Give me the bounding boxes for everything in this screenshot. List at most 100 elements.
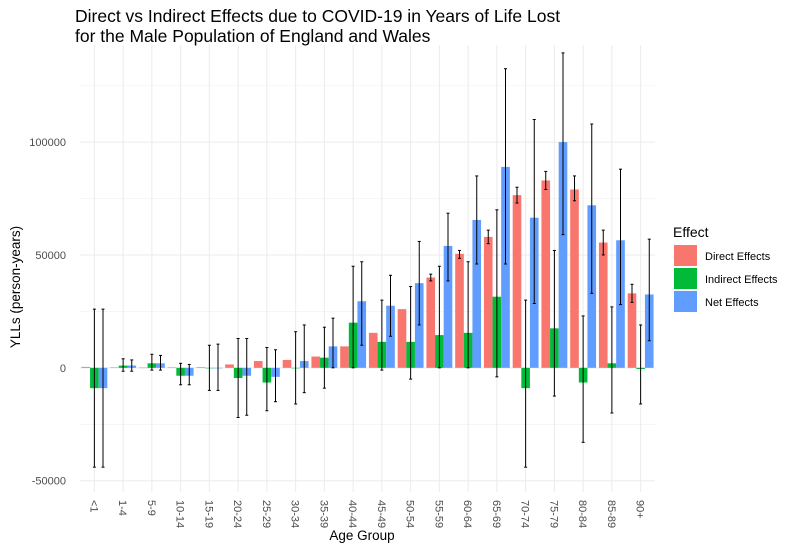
error-bar-net-effects (187, 363, 191, 386)
error-bar-net-effects (532, 119, 536, 304)
legend-title: Effect (673, 224, 709, 240)
legend-key-direct-effects (674, 245, 697, 266)
error-bar-indirect-effects (610, 306, 614, 414)
error-bar-net-effects (389, 274, 392, 337)
x-tick-label: 85-89 (605, 500, 617, 528)
x-tick-label: 90+ (634, 500, 646, 519)
bar-direct-effects (426, 277, 436, 368)
bar-direct-effects (570, 189, 579, 368)
x-tick-label: 20-24 (231, 500, 243, 528)
error-bar-net-effects (504, 68, 507, 265)
error-bar-direct-effects (515, 186, 519, 204)
error-bar-indirect-effects (236, 337, 240, 418)
bar-direct-effects (397, 309, 407, 368)
bar-direct-effects (512, 195, 522, 368)
error-bar-indirect-effects (581, 315, 585, 443)
error-bar-indirect-effects (294, 331, 298, 405)
y-tick-label: 100000 (29, 137, 66, 149)
bar-net-effects (443, 245, 453, 368)
error-bar-indirect-effects (265, 347, 269, 412)
legend-label-indirect-effects: Indirect Effects (705, 274, 778, 286)
error-bar-indirect-effects (351, 265, 355, 369)
error-bar-indirect-effects (207, 344, 211, 391)
legend: Effect Direct Effects Indirect Effects Net… (673, 224, 778, 312)
bars (81, 142, 654, 389)
error-bar-net-effects (360, 261, 364, 346)
legend-key-indirect-effects (674, 268, 697, 289)
error-bars (92, 52, 651, 468)
x-tick-label: 40-44 (346, 500, 358, 528)
error-bar-net-effects (274, 349, 277, 403)
bar-direct-effects (368, 332, 378, 368)
x-tick-label: 80-84 (576, 500, 588, 528)
error-bar-direct-effects (429, 273, 433, 282)
bar-direct-effects (541, 180, 551, 368)
error-bar-indirect-effects (639, 324, 643, 405)
bar-net-effects (501, 166, 510, 368)
error-bar-direct-effects (486, 229, 490, 245)
error-bar-net-effects (590, 123, 594, 294)
x-tick-label: 35-39 (317, 500, 329, 528)
x-tick-label: 30-34 (289, 500, 301, 528)
error-bar-net-effects (101, 308, 105, 468)
error-bar-indirect-effects (179, 362, 183, 386)
error-bar-indirect-effects (380, 299, 384, 371)
error-bar-net-effects (647, 238, 651, 342)
x-tick-label: 65-69 (490, 500, 502, 528)
legend-label-net-effects: Net Effects (705, 297, 759, 309)
bar-direct-effects (225, 364, 234, 368)
x-tick-label: 70-74 (519, 500, 531, 528)
x-tick-label: 5-9 (145, 500, 157, 516)
y-tick-label: -50000 (32, 476, 66, 488)
x-tick-label: 60-64 (461, 500, 473, 528)
bar-direct-effects (167, 367, 177, 368)
bar-net-effects (386, 305, 395, 368)
bar-net-effects (414, 283, 424, 368)
error-bar-net-effects (245, 337, 249, 416)
legend-label-direct-effects: Direct Effects (705, 251, 771, 263)
x-axis-title: Age Group (329, 528, 394, 543)
bar-direct-effects (282, 359, 292, 368)
bar-direct-effects (627, 293, 637, 368)
bar-direct-effects (311, 356, 321, 368)
bar-direct-effects (138, 367, 148, 369)
error-bar-indirect-effects (322, 326, 326, 389)
y-axis: -50000 0 50000 100000 (29, 137, 66, 488)
x-tick-label: <1 (87, 500, 99, 513)
error-bar-indirect-effects (121, 358, 125, 372)
grid-lines (80, 45, 655, 492)
bar-direct-effects (483, 236, 493, 368)
chart-title-line-1: Direct vs Indirect Effects due to COVID-… (75, 6, 561, 26)
bar-direct-effects (81, 366, 91, 368)
error-bar-net-effects (331, 317, 335, 369)
error-bar-direct-effects (573, 175, 576, 202)
y-axis-title: YLLs (person-years) (8, 226, 23, 348)
error-bar-direct-effects (544, 170, 548, 190)
bar-direct-effects (253, 361, 263, 368)
error-bar-indirect-effects (150, 353, 154, 371)
chart-title-line-2: for the Male Population of England and W… (75, 26, 431, 46)
bar-direct-effects (598, 242, 608, 368)
x-tick-label: 75-79 (547, 500, 559, 528)
x-tick-label: 55-59 (432, 500, 444, 528)
error-bar-net-effects (216, 343, 220, 391)
error-bar-direct-effects (630, 283, 634, 303)
x-axis: <1 1-4 5-9 10-14 15-19 20-24 25-29 30-34 35-39 40… (87, 500, 645, 528)
x-tick-label: 50-54 (404, 500, 416, 528)
x-tick-label: 45-49 (375, 500, 387, 528)
error-bar-indirect-effects (437, 265, 441, 369)
error-bar-indirect-effects (495, 209, 499, 378)
bar-direct-effects (110, 367, 119, 368)
x-tick-label: 25-29 (260, 500, 272, 528)
bar-net-effects (558, 142, 568, 368)
x-tick-label: 10-14 (174, 500, 186, 528)
error-bar-net-effects (446, 212, 450, 282)
error-bar-indirect-effects (552, 249, 556, 397)
error-bar-indirect-effects (524, 299, 528, 468)
chart-title: Direct vs Indirect Effects due to COVID-… (75, 6, 560, 46)
error-bar-indirect-effects (92, 308, 96, 468)
y-tick-label: 50000 (35, 250, 66, 262)
x-tick-label: 15-19 (202, 500, 214, 528)
error-bar-net-effects (475, 175, 479, 265)
